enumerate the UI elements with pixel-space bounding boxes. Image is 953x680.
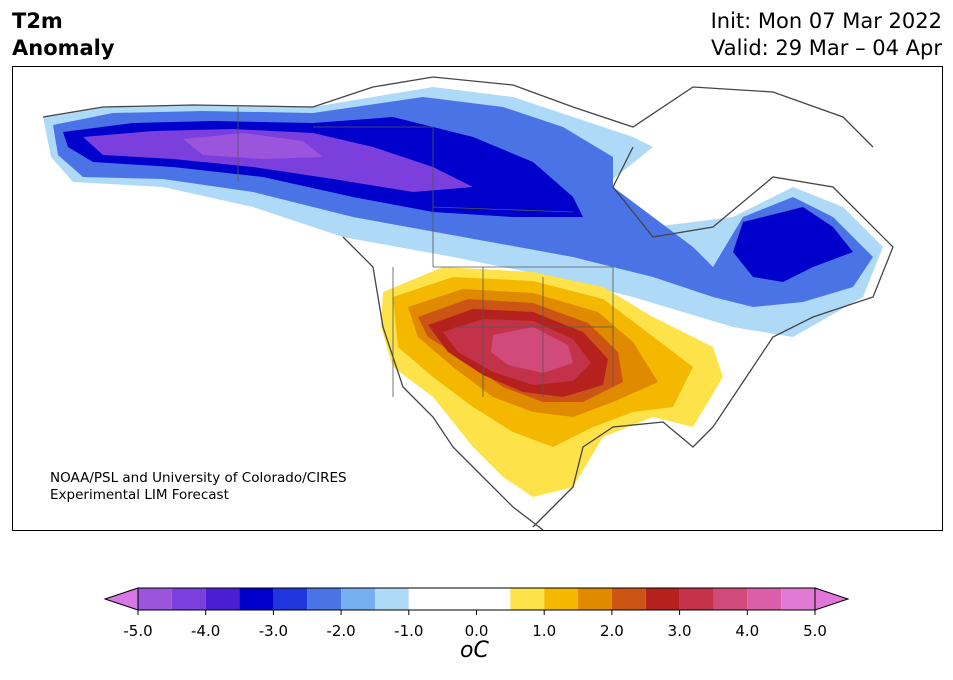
colorbar-segment [611,588,646,610]
colorbar-tick-label: 5.0 [803,622,827,640]
map-title: T2m Anomaly [12,8,115,62]
colorbar-segment [442,588,511,610]
anomaly-map [42,76,894,530]
colorbar-tick-label: -4.0 [191,622,220,640]
colorbar-segment [679,588,714,610]
colorbar-segment [510,588,545,610]
colorbar-segment [239,588,274,610]
colorbar-segment [747,588,782,610]
colorbar-under-extension [103,587,139,611]
colorbar-segment [645,588,680,610]
colorbar-tick-label: -1.0 [394,622,423,640]
colorbar-tick-label: 1.0 [532,622,556,640]
cold-anomaly-core [183,133,323,159]
init-date: Init: Mon 07 Mar 2022 [710,9,942,33]
colorbar-segment [307,588,342,610]
colorbar-segment [171,588,206,610]
cold-anomaly-east-core [733,207,853,282]
title-line-1: T2m [12,9,63,33]
valid-date: Valid: 29 Mar – 04 Apr [711,36,942,60]
colorbar-tick-label: 3.0 [668,622,692,640]
credit-text: NOAA/PSL and University of Colorado/CIRE… [50,470,347,504]
colorbar-segment [273,588,308,610]
map-panel: NOAA/PSL and University of Colorado/CIRE… [12,66,943,531]
colorbar-segment [578,588,612,610]
colorbar-tick-label: -3.0 [259,622,288,640]
colorbar-segment [374,588,409,610]
credit-line-1: NOAA/PSL and University of Colorado/CIRE… [50,470,347,486]
colorbar-segment [781,588,815,610]
colorbar-ticks: -5.0 -4.0 -3.0 -2.0 -1.0 0.0 1.0 2.0 3.0 4.0 5.0 [123,610,827,640]
credit-line-2: Experimental LIM Forecast [50,487,229,503]
forecast-dates: Init: Mon 07 Mar 2022 Valid: 29 Mar – 04… [711,8,942,62]
colorbar-tick-label: 2.0 [600,622,624,640]
state-borders [237,107,614,397]
colorbar-segment [713,588,748,610]
colorbar-unit: oC [460,638,489,663]
cold-anomaly-purple [83,129,473,192]
colorbar-over-extension [814,587,850,611]
colorbar-tick-label: -2.0 [326,622,355,640]
colorbar-segment [408,588,443,610]
colorbar-segment [544,588,579,610]
coastline [42,76,894,530]
colorbar-segment [138,588,172,610]
colorbar-tick-label: 4.0 [735,622,759,640]
warm-anomaly-pink [491,327,573,373]
title-line-2: Anomaly [12,36,115,60]
colorbar-tick-label: -5.0 [123,622,152,640]
colorbar-segments [103,587,850,611]
colorbar-segment [205,588,240,610]
colorbar-segment [341,588,375,610]
colorbar-tick-label: 0.0 [465,622,489,640]
